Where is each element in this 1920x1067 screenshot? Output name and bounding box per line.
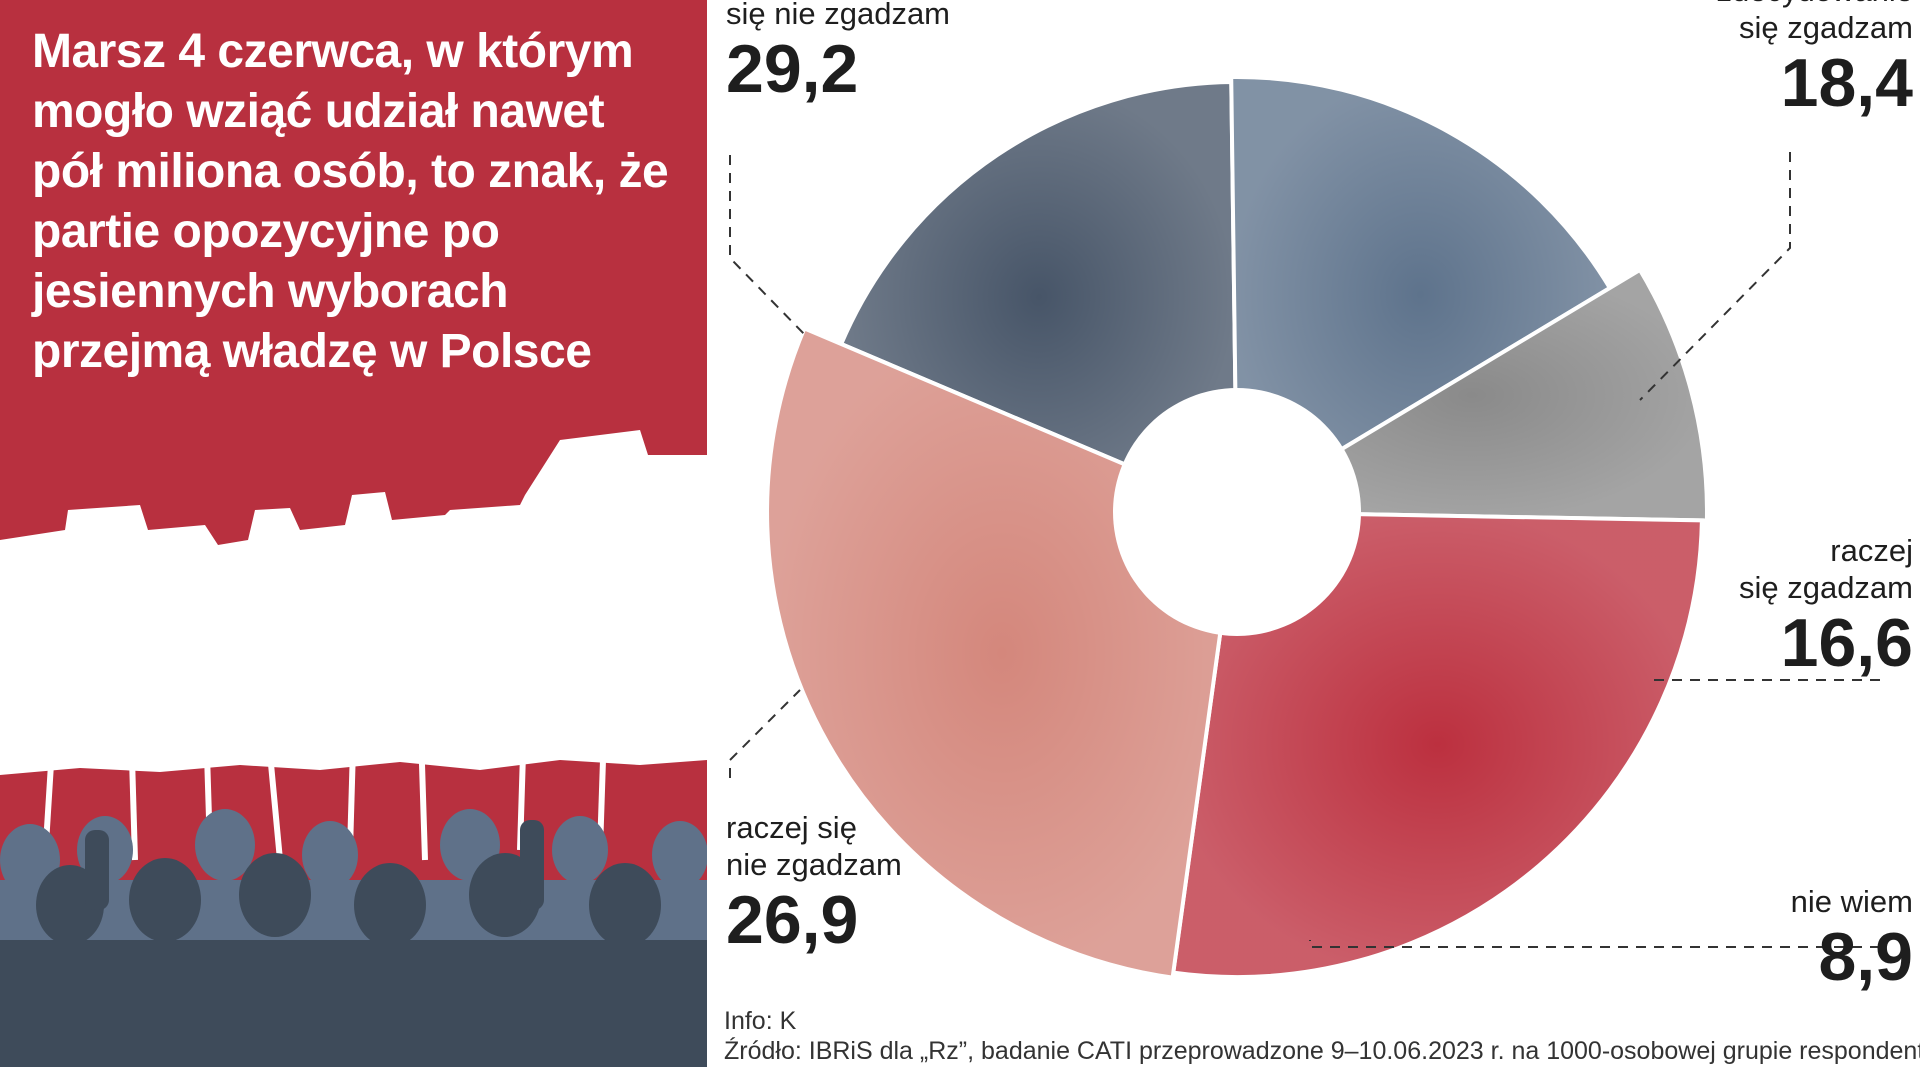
footer: Info: K Źródło: IBRiS dla „Rz”, badanie … [724,1006,1920,1066]
pie-slice-sheen-2 [1231,76,1610,512]
leader-line-3 [1309,940,1880,948]
slice-value-1: 18,4 [1781,45,1914,121]
banner-shape [0,430,707,775]
slice-label-5: się nie zgadzam [726,0,950,31]
leader-line-1 [1639,152,1791,401]
slice-value-4: 26,9 [726,882,858,958]
pie-hole [1113,388,1361,636]
slice-label-4: raczej się [726,810,857,845]
slice-label-1: zdecydowanie [1717,0,1913,8]
slice-label-2: się zgadzam [1739,570,1913,605]
slice-value-2: 16,6 [1781,605,1913,681]
slice-label-3: nie wiem [1791,884,1913,919]
slice-label-2: raczej [1830,533,1913,568]
leader-line-5 [729,155,809,339]
pie-slice-sheen-3 [1237,269,1707,521]
crowd-illustration [0,0,707,1067]
slice-value-3: 8,9 [1818,919,1913,995]
pie-slice-sheen-4 [1173,512,1702,977]
slice-value-5: 29,2 [726,31,858,107]
pie-slice-sheen-1 [841,82,1237,512]
info-credit: Info: K [724,1007,797,1035]
crowd-front [0,820,707,1067]
illustration-panel: Marsz 4 czerwca, w którym mogło wziąć ud… [0,0,707,1067]
headline: Marsz 4 czerwca, w którym mogło wziąć ud… [32,25,669,378]
slice-label-4: nie zgadzam [726,847,902,882]
pie-slices [765,74,1709,980]
leader-line-4 [729,689,801,778]
source-note: Źródło: IBRiS dla „Rz”, badanie CATI prz… [724,1037,1920,1065]
leader-lines [729,152,1880,948]
slice-label-1: się zgadzam [1739,10,1913,45]
